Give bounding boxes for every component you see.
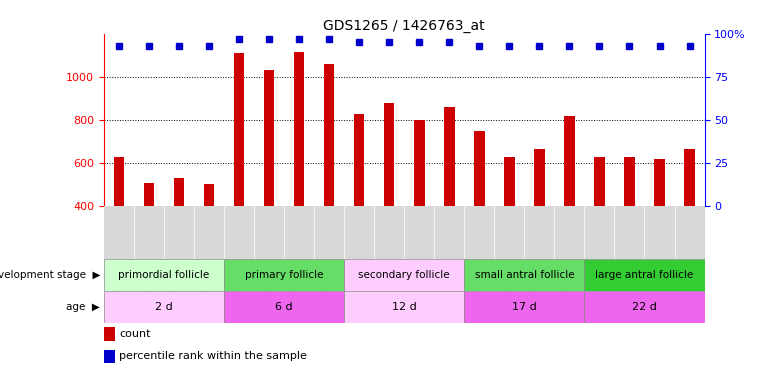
- Bar: [204, 184, 214, 292]
- Bar: [104, 259, 224, 291]
- Bar: [584, 259, 705, 291]
- Text: small antral follicle: small antral follicle: [474, 270, 574, 280]
- Bar: [564, 116, 574, 292]
- Bar: [654, 159, 665, 292]
- Text: secondary follicle: secondary follicle: [359, 270, 450, 280]
- Bar: [104, 327, 115, 340]
- Bar: [464, 259, 584, 291]
- Bar: [414, 120, 424, 292]
- Bar: [224, 291, 344, 322]
- Bar: [624, 157, 634, 292]
- Text: development stage  ▶: development stage ▶: [0, 270, 100, 280]
- Text: 6 d: 6 d: [276, 302, 293, 312]
- Text: 2 d: 2 d: [155, 302, 173, 312]
- Bar: [534, 149, 544, 292]
- Bar: [504, 157, 514, 292]
- Bar: [685, 149, 695, 292]
- Text: count: count: [119, 329, 150, 339]
- Bar: [144, 183, 154, 292]
- Bar: [464, 291, 584, 322]
- Bar: [324, 64, 334, 292]
- Bar: [224, 259, 344, 291]
- Bar: [444, 107, 454, 292]
- Title: GDS1265 / 1426763_at: GDS1265 / 1426763_at: [323, 19, 485, 33]
- Bar: [384, 103, 394, 292]
- Text: percentile rank within the sample: percentile rank within the sample: [119, 351, 306, 361]
- Bar: [594, 157, 604, 292]
- Bar: [294, 52, 304, 292]
- Bar: [354, 114, 364, 292]
- Bar: [264, 70, 274, 292]
- Text: 12 d: 12 d: [392, 302, 417, 312]
- Text: primary follicle: primary follicle: [245, 270, 323, 280]
- Text: 17 d: 17 d: [512, 302, 537, 312]
- Text: primordial follicle: primordial follicle: [119, 270, 209, 280]
- Bar: [474, 131, 484, 292]
- Text: large antral follicle: large antral follicle: [595, 270, 694, 280]
- Bar: [114, 157, 124, 292]
- Text: 22 d: 22 d: [632, 302, 657, 312]
- Text: age  ▶: age ▶: [66, 302, 100, 312]
- Bar: [234, 53, 244, 292]
- Bar: [104, 291, 224, 322]
- Bar: [174, 178, 184, 292]
- Bar: [584, 291, 705, 322]
- Bar: [344, 291, 464, 322]
- Bar: [104, 350, 115, 363]
- Bar: [344, 259, 464, 291]
